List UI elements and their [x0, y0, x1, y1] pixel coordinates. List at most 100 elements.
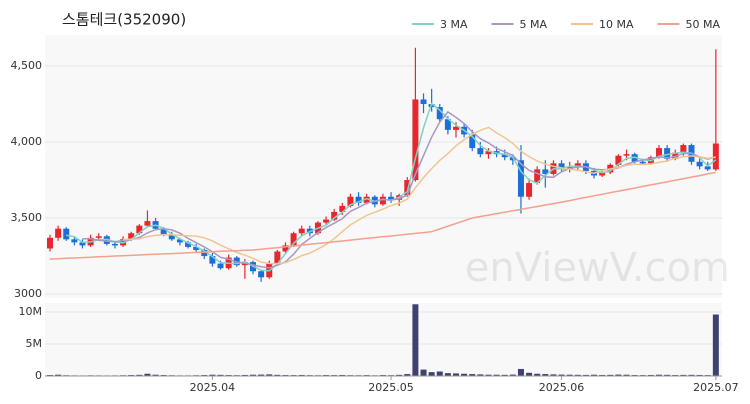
candle-body [363, 196, 370, 203]
candle-body [136, 225, 143, 234]
volume-bar [647, 374, 654, 376]
candle-body [193, 246, 200, 250]
candle-body [712, 143, 719, 170]
y-tick-label: 10M [19, 305, 43, 318]
candle-body [47, 237, 53, 249]
x-tick-label: 2025.07 [693, 381, 739, 394]
candle-body [639, 161, 646, 164]
candle-body [412, 99, 419, 181]
volume-bar [241, 374, 248, 376]
volume-bar [436, 371, 443, 376]
volume-bar [274, 374, 281, 376]
candle-body [339, 205, 346, 212]
candle-body [477, 148, 484, 155]
volume-bar [461, 373, 468, 376]
candle-body [79, 242, 86, 246]
candle-body [168, 234, 175, 240]
x-tick-label: 2025.05 [368, 381, 414, 394]
volume-bar [266, 374, 273, 376]
volume-bar [623, 374, 630, 376]
volume-bar [688, 374, 695, 376]
candle-body [526, 183, 533, 197]
volume-bar [136, 374, 143, 376]
y-tick-label: 4,000 [11, 135, 43, 148]
volume-bar [509, 374, 516, 376]
volume-bar [152, 374, 159, 376]
candle-body [656, 148, 662, 158]
volume-bar [680, 374, 687, 376]
volume-bar [485, 374, 492, 376]
volume-bar [493, 374, 500, 376]
volume-bar [412, 304, 419, 376]
watermark: enViewV.com [465, 245, 730, 291]
chart-title: 스톰테크(352090) [62, 11, 186, 29]
volume-bar [582, 374, 589, 376]
volume-bar [444, 373, 451, 376]
volume-bar [477, 374, 484, 376]
volume-bar [55, 374, 62, 376]
volume-bar [469, 374, 476, 376]
volume-bar [396, 374, 403, 376]
candle-body [160, 228, 167, 235]
candle-body [282, 245, 289, 252]
volume-bar [526, 372, 533, 376]
candle-body [144, 221, 151, 226]
candle-body [517, 160, 524, 197]
volume-bar [217, 374, 224, 376]
y-tick-label: 5M [26, 337, 43, 350]
x-tick-label: 2025.06 [539, 381, 585, 394]
candle-body [347, 196, 354, 206]
legend-label: 10 MA [599, 18, 634, 31]
volume-bar [534, 373, 541, 376]
volume-bar [607, 374, 614, 376]
candle-body [574, 163, 581, 167]
ma-line [49, 171, 716, 260]
volume-bar [420, 369, 427, 376]
volume-panel [45, 303, 722, 376]
volume-bar [550, 374, 557, 376]
volume-bar [599, 374, 606, 376]
candle-body [258, 271, 265, 278]
candle-body [63, 228, 70, 240]
candle-body [623, 154, 630, 156]
volume-bar [144, 373, 151, 376]
candle-body [379, 196, 386, 205]
legend-label: 3 MA [440, 18, 468, 31]
candle-body [274, 251, 281, 264]
candle-body [680, 145, 687, 153]
candle-body [331, 211, 338, 220]
candle-body [436, 107, 443, 120]
x-tick-label: 2025.04 [190, 381, 236, 394]
candle-body [298, 228, 305, 234]
volume-bar [453, 373, 459, 376]
volume-bar [591, 374, 598, 376]
candle-body [111, 243, 118, 246]
candle-body [599, 172, 606, 176]
volume-bar [428, 372, 435, 376]
candle-body [444, 119, 451, 130]
candle-body [95, 236, 102, 238]
volume-bar [258, 374, 265, 376]
volume-bar [517, 368, 524, 376]
y-tick-label: 4,500 [11, 59, 43, 72]
candle-body [201, 249, 208, 257]
candle-body [420, 99, 427, 105]
candle-body [534, 169, 541, 184]
candle-body [323, 219, 330, 223]
candle-body [469, 134, 476, 149]
legend-label: 5 MA [520, 18, 548, 31]
legend-label: 50 MA [686, 18, 721, 31]
volume-bar [250, 374, 256, 376]
volume-bar [712, 314, 719, 376]
volume-bar [404, 374, 411, 376]
candle-body [128, 233, 135, 240]
volume-bar [542, 374, 549, 376]
candle-body [55, 228, 62, 238]
candle-body [542, 169, 549, 174]
candle-body [664, 148, 671, 159]
candle-body [558, 163, 565, 170]
volume-bar [696, 374, 703, 376]
candle-body [485, 151, 492, 155]
